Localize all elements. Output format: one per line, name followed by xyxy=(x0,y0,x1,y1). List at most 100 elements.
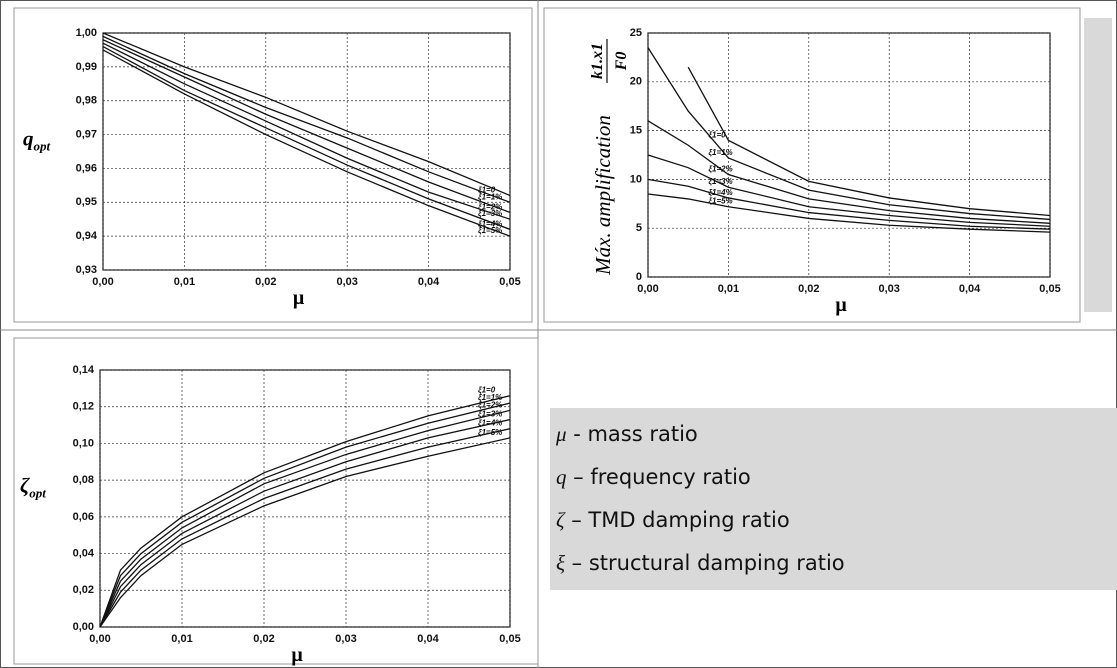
x-tick-label: 0,01 xyxy=(718,283,739,295)
x-tick-label: 0,04 xyxy=(418,276,440,288)
series-line xyxy=(647,47,1051,221)
series-line xyxy=(102,32,511,197)
x-tick-label: 0,05 xyxy=(1039,283,1060,295)
y-tick-label: 0 xyxy=(636,271,642,283)
series-label: ξ1=0 xyxy=(478,386,496,395)
y-tick-label: 5 xyxy=(636,222,642,234)
y-axis-label: ζopt xyxy=(20,474,46,501)
definition-symbol: q xyxy=(556,465,567,489)
y-tick-label: 0,04 xyxy=(73,547,95,559)
y-tick-label: 25 xyxy=(630,27,642,39)
series-line xyxy=(647,193,1051,233)
x-tick-label: 0,03 xyxy=(335,633,356,645)
definitions-box: μ - mass ratio q – frequency ratio ζ – TMD… xyxy=(550,408,1117,590)
x-tick-label: 0,01 xyxy=(174,276,195,288)
definition-text: – frequency ratio xyxy=(566,465,751,489)
x-tick-label: 0,03 xyxy=(336,276,357,288)
side-bar xyxy=(1084,18,1112,312)
panel-frame xyxy=(543,7,1081,323)
series-label: ξ1=1% xyxy=(478,192,502,201)
x-tick-label: 0,02 xyxy=(798,283,819,295)
y-tick-label: 0,02 xyxy=(73,584,94,596)
series-line xyxy=(102,49,511,237)
definition-symbol: ζ xyxy=(556,508,565,532)
series-label: ξ1=2% xyxy=(478,400,502,409)
series-line xyxy=(102,42,511,220)
y-axis-label-main: q xyxy=(23,127,34,151)
y-tick-label: 0,00 xyxy=(73,621,94,633)
series-label: ξ1=5% xyxy=(478,226,502,235)
x-tick-label: 0,02 xyxy=(255,276,276,288)
definition-symbol: μ xyxy=(556,422,567,446)
series-line xyxy=(102,39,511,214)
y-axis-fraction-numerator: k1.x1 xyxy=(589,43,606,79)
y-tick-label: 0,08 xyxy=(73,474,94,486)
series-label: ξ1=3% xyxy=(708,177,732,186)
definition: q – frequency ratio xyxy=(556,465,751,490)
x-tick-label: 0,05 xyxy=(499,276,520,288)
definition-text: – structural damping ratio xyxy=(565,551,845,575)
series-line xyxy=(99,395,511,628)
series-label: ξ1=3% xyxy=(478,410,502,419)
series-line xyxy=(647,120,1051,224)
series-line xyxy=(99,409,511,628)
y-tick-label: 0,10 xyxy=(73,437,94,449)
series-line xyxy=(99,402,511,628)
panel-frame xyxy=(13,7,533,323)
series-label: ξ1=1% xyxy=(478,393,502,402)
series-label: ξ1=0 xyxy=(708,130,726,139)
definition-text: – TMD damping ratio xyxy=(564,508,790,532)
x-tick-label: 0,01 xyxy=(171,633,192,645)
series-label: ξ1=4% xyxy=(708,188,732,197)
definition-text: - mass ratio xyxy=(566,422,698,446)
y-tick-label: 0,98 xyxy=(76,95,97,107)
series-label: ξ1=2% xyxy=(478,202,502,211)
y-axis-fraction-denominator: F0 xyxy=(613,52,630,72)
plot-area xyxy=(647,32,1051,278)
series-line xyxy=(102,35,511,203)
y-tick-label: 0,97 xyxy=(76,128,97,140)
x-tick-label: 0,03 xyxy=(878,283,899,295)
y-axis-label-main: ζ xyxy=(20,474,30,498)
series-line xyxy=(647,178,1051,230)
y-axis-label-sub: opt xyxy=(29,486,46,501)
series-label: ξ1=0 xyxy=(478,186,496,195)
x-axis-label: μ xyxy=(291,644,303,666)
y-tick-label: 0,94 xyxy=(76,230,98,242)
x-tick-label: 0,00 xyxy=(92,276,113,288)
definition-symbol: ξ xyxy=(556,551,565,575)
series-label: ξ1=5% xyxy=(478,428,502,437)
series-line xyxy=(99,437,511,628)
series-label: ξ1=4% xyxy=(478,219,502,228)
series-label: ξ1=1% xyxy=(708,148,732,157)
series-line xyxy=(647,154,1051,227)
plot-area xyxy=(102,32,511,271)
series-label: ξ1=4% xyxy=(478,419,502,428)
definition: μ - mass ratio xyxy=(556,422,698,447)
y-tick-label: 0,95 xyxy=(76,196,97,208)
series-label: ξ1=3% xyxy=(478,209,502,218)
definition: ξ – structural damping ratio xyxy=(556,551,845,576)
panel-frame xyxy=(13,337,539,665)
x-tick-label: 0,00 xyxy=(637,283,658,295)
x-axis-label: μ xyxy=(293,287,305,309)
y-tick-label: 0,96 xyxy=(76,162,97,174)
y-tick-label: 15 xyxy=(630,125,642,137)
y-tick-label: 20 xyxy=(630,76,642,88)
plot-area xyxy=(99,369,511,628)
definition: ζ – TMD damping ratio xyxy=(556,508,790,533)
y-axis-label-sub: opt xyxy=(34,139,51,154)
x-tick-label: 0,02 xyxy=(253,633,274,645)
x-tick-label: 0,00 xyxy=(89,633,110,645)
series-label: ξ1=2% xyxy=(708,165,732,174)
y-axis-label: Máx. amplification xyxy=(591,115,615,276)
x-tick-label: 0,04 xyxy=(417,633,439,645)
series-line xyxy=(102,45,511,230)
series-line xyxy=(99,418,511,628)
series-line xyxy=(99,428,511,628)
y-tick-label: 1,00 xyxy=(76,27,97,39)
y-axis-label: qopt xyxy=(23,127,51,154)
series-label: ξ1=5% xyxy=(708,197,732,206)
y-tick-label: 10 xyxy=(630,173,642,185)
